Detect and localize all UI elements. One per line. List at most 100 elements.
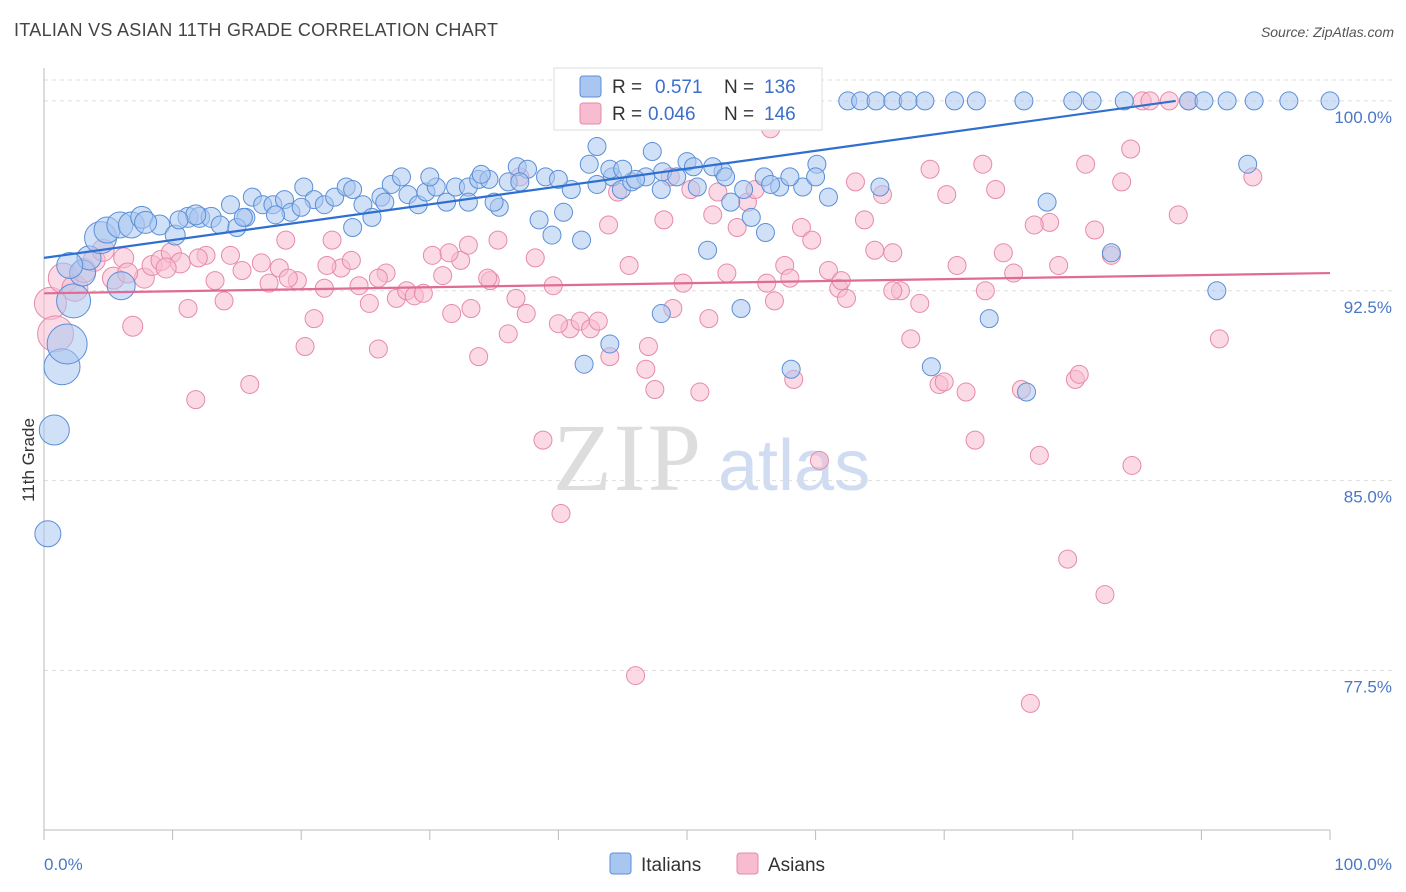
point-italians [291,197,311,217]
legend-r-value-asians: 0.046 [648,104,696,125]
point-italians [613,159,633,179]
point-asians [276,230,296,250]
point-asians [186,390,206,410]
point-asians [699,309,719,329]
point-asians [548,314,568,334]
point-italians [548,169,568,189]
point-italians [915,91,935,111]
point-asians [1085,220,1105,240]
point-asians [251,253,271,273]
point-asians [1049,255,1069,275]
point-italians [1207,281,1227,301]
point-italians [667,167,687,187]
point-asians [845,172,865,192]
point-asians [947,255,967,275]
point-italians [56,283,92,319]
point-italians [966,91,986,111]
point-asians [278,268,298,288]
axes [43,68,1331,840]
point-italians [731,298,751,318]
point-asians [975,281,995,301]
point-italians [1101,243,1121,263]
point-asians [488,230,508,250]
point-asians [965,430,985,450]
trend-line-italians [43,99,1176,259]
point-asians [442,304,462,324]
point-asians [973,154,993,174]
x-tick-label-max: 100.0% [1334,855,1392,874]
trend-lines [43,99,1331,295]
point-asians [368,268,388,288]
point-asians [956,382,976,402]
point-asians [854,210,874,230]
point-asians [341,250,361,270]
point-asians [1209,329,1229,349]
point-italians [420,167,440,187]
point-italians [265,205,285,225]
point-italians [106,271,136,301]
y-axis-label: 11th Grade [19,418,38,502]
bottom-legend-label-asians: Asians [768,855,825,876]
point-italians [1244,91,1264,111]
point-asians [764,291,784,311]
point-italians [944,91,964,111]
point-asians [1020,693,1040,713]
point-asians [178,298,198,318]
point-asians [626,666,646,686]
point-italians [484,192,504,212]
point-italians [1014,91,1034,111]
point-asians [717,263,737,283]
point-italians [1063,91,1083,111]
point-asians [619,255,639,275]
point-italians [898,91,918,111]
bottom-legend-swatch-italians [609,852,632,875]
point-italians [1037,192,1057,212]
y-tick-label: 85.0% [1344,488,1392,507]
point-asians [551,504,571,524]
y-tick-label: 92.5% [1344,298,1392,317]
point-asians [836,288,856,308]
point-asians [1140,91,1160,111]
point-asians [883,281,903,301]
point-italians [866,91,886,111]
point-italians [510,172,530,192]
point-asians [525,248,545,268]
point-italians [761,174,781,194]
y-tick-labels: 77.5% 85.0% 92.5% 100.0% [1334,108,1392,697]
point-asians [469,347,489,367]
point-italians [1238,154,1258,174]
correlation-legend: R = 0.571 N = 136 R = 0.046 N = 146 [553,67,823,131]
point-asians [349,276,369,296]
series-legend: Italians Asians [609,852,825,876]
point-italians [56,251,84,279]
legend-n-value-asians: 146 [764,104,796,125]
point-italians [651,180,671,200]
point-asians [1095,585,1115,605]
point-asians [433,266,453,286]
point-italians [806,167,826,187]
point-asians [205,271,225,291]
point-asians [214,291,234,311]
point-asians [317,255,337,275]
point-asians [1121,139,1141,159]
source-label: Source: ZipAtlas.com [1260,24,1394,40]
point-italians [169,210,189,230]
point-asians [506,288,526,308]
point-italians [780,167,800,187]
point-italians [392,167,412,187]
point-asians [155,257,177,279]
point-asians [1112,172,1132,192]
legend-r-value-italians: 0.571 [655,77,703,98]
chart-title: ITALIAN VS ASIAN 11TH GRADE CORRELATION … [14,20,499,40]
point-asians [1069,364,1089,384]
point-asians [304,309,324,329]
x-tick-label-min: 0.0% [44,855,83,874]
point-italians [38,414,70,446]
point-italians [46,323,88,365]
point-italians [471,164,491,184]
point-italians [716,167,736,187]
point-italians [210,215,230,235]
trend-line-asians [43,271,1331,295]
point-asians [413,283,433,303]
point-italians [921,357,941,377]
